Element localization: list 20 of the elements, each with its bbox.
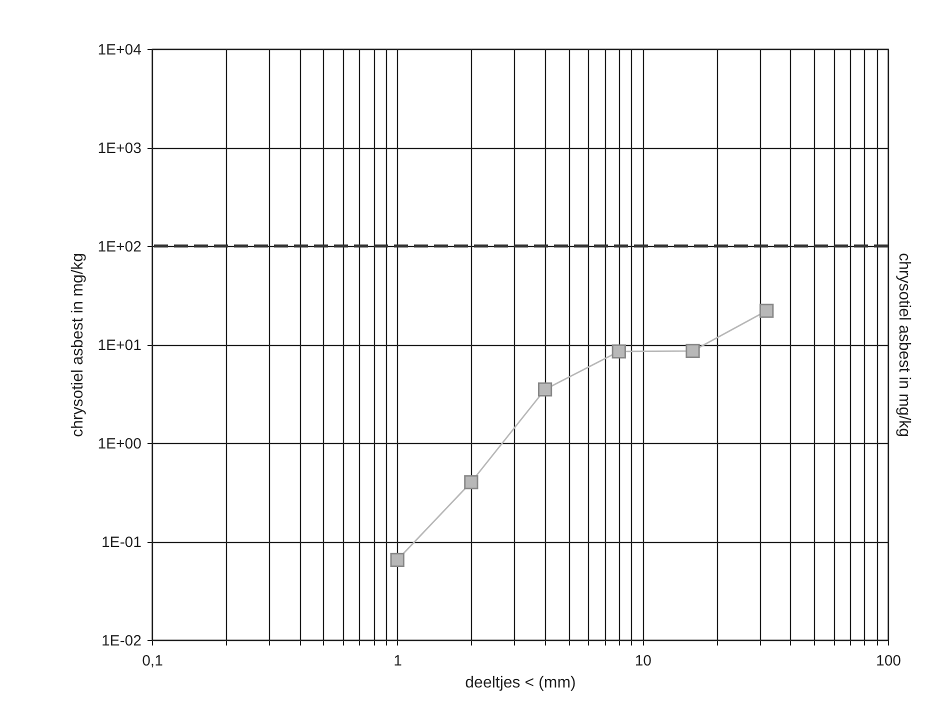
point (760, 304, 774, 318)
point (538, 382, 552, 396)
point (464, 475, 478, 490)
point (686, 344, 700, 358)
y2-axis-title: chrysotiel asbest in mg/kg (896, 252, 912, 438)
y-tick-label: 1E+01 (98, 337, 142, 354)
x-tick-label: 0,1 (142, 652, 163, 670)
y-tick-label: 1E-02 (101, 632, 142, 650)
x-axis-title: deeltjes < (mm) (465, 674, 576, 692)
y-tick-label: 1E+03 (98, 140, 142, 157)
point (390, 552, 404, 567)
x-tick-label: 10 (634, 652, 652, 670)
point (612, 344, 626, 359)
x-tick-label: 1 (394, 652, 402, 670)
y-axis-title: chrysotiel asbest in mg/kg (70, 252, 87, 438)
y-tick-label: 1E+00 (98, 436, 142, 452)
y-tick-label: 1E+02 (98, 238, 142, 256)
y-tick-label: 1E-01 (101, 534, 142, 551)
x-tick-label: 100 (876, 652, 902, 670)
y-tick-label: 1E+04 (98, 42, 142, 58)
